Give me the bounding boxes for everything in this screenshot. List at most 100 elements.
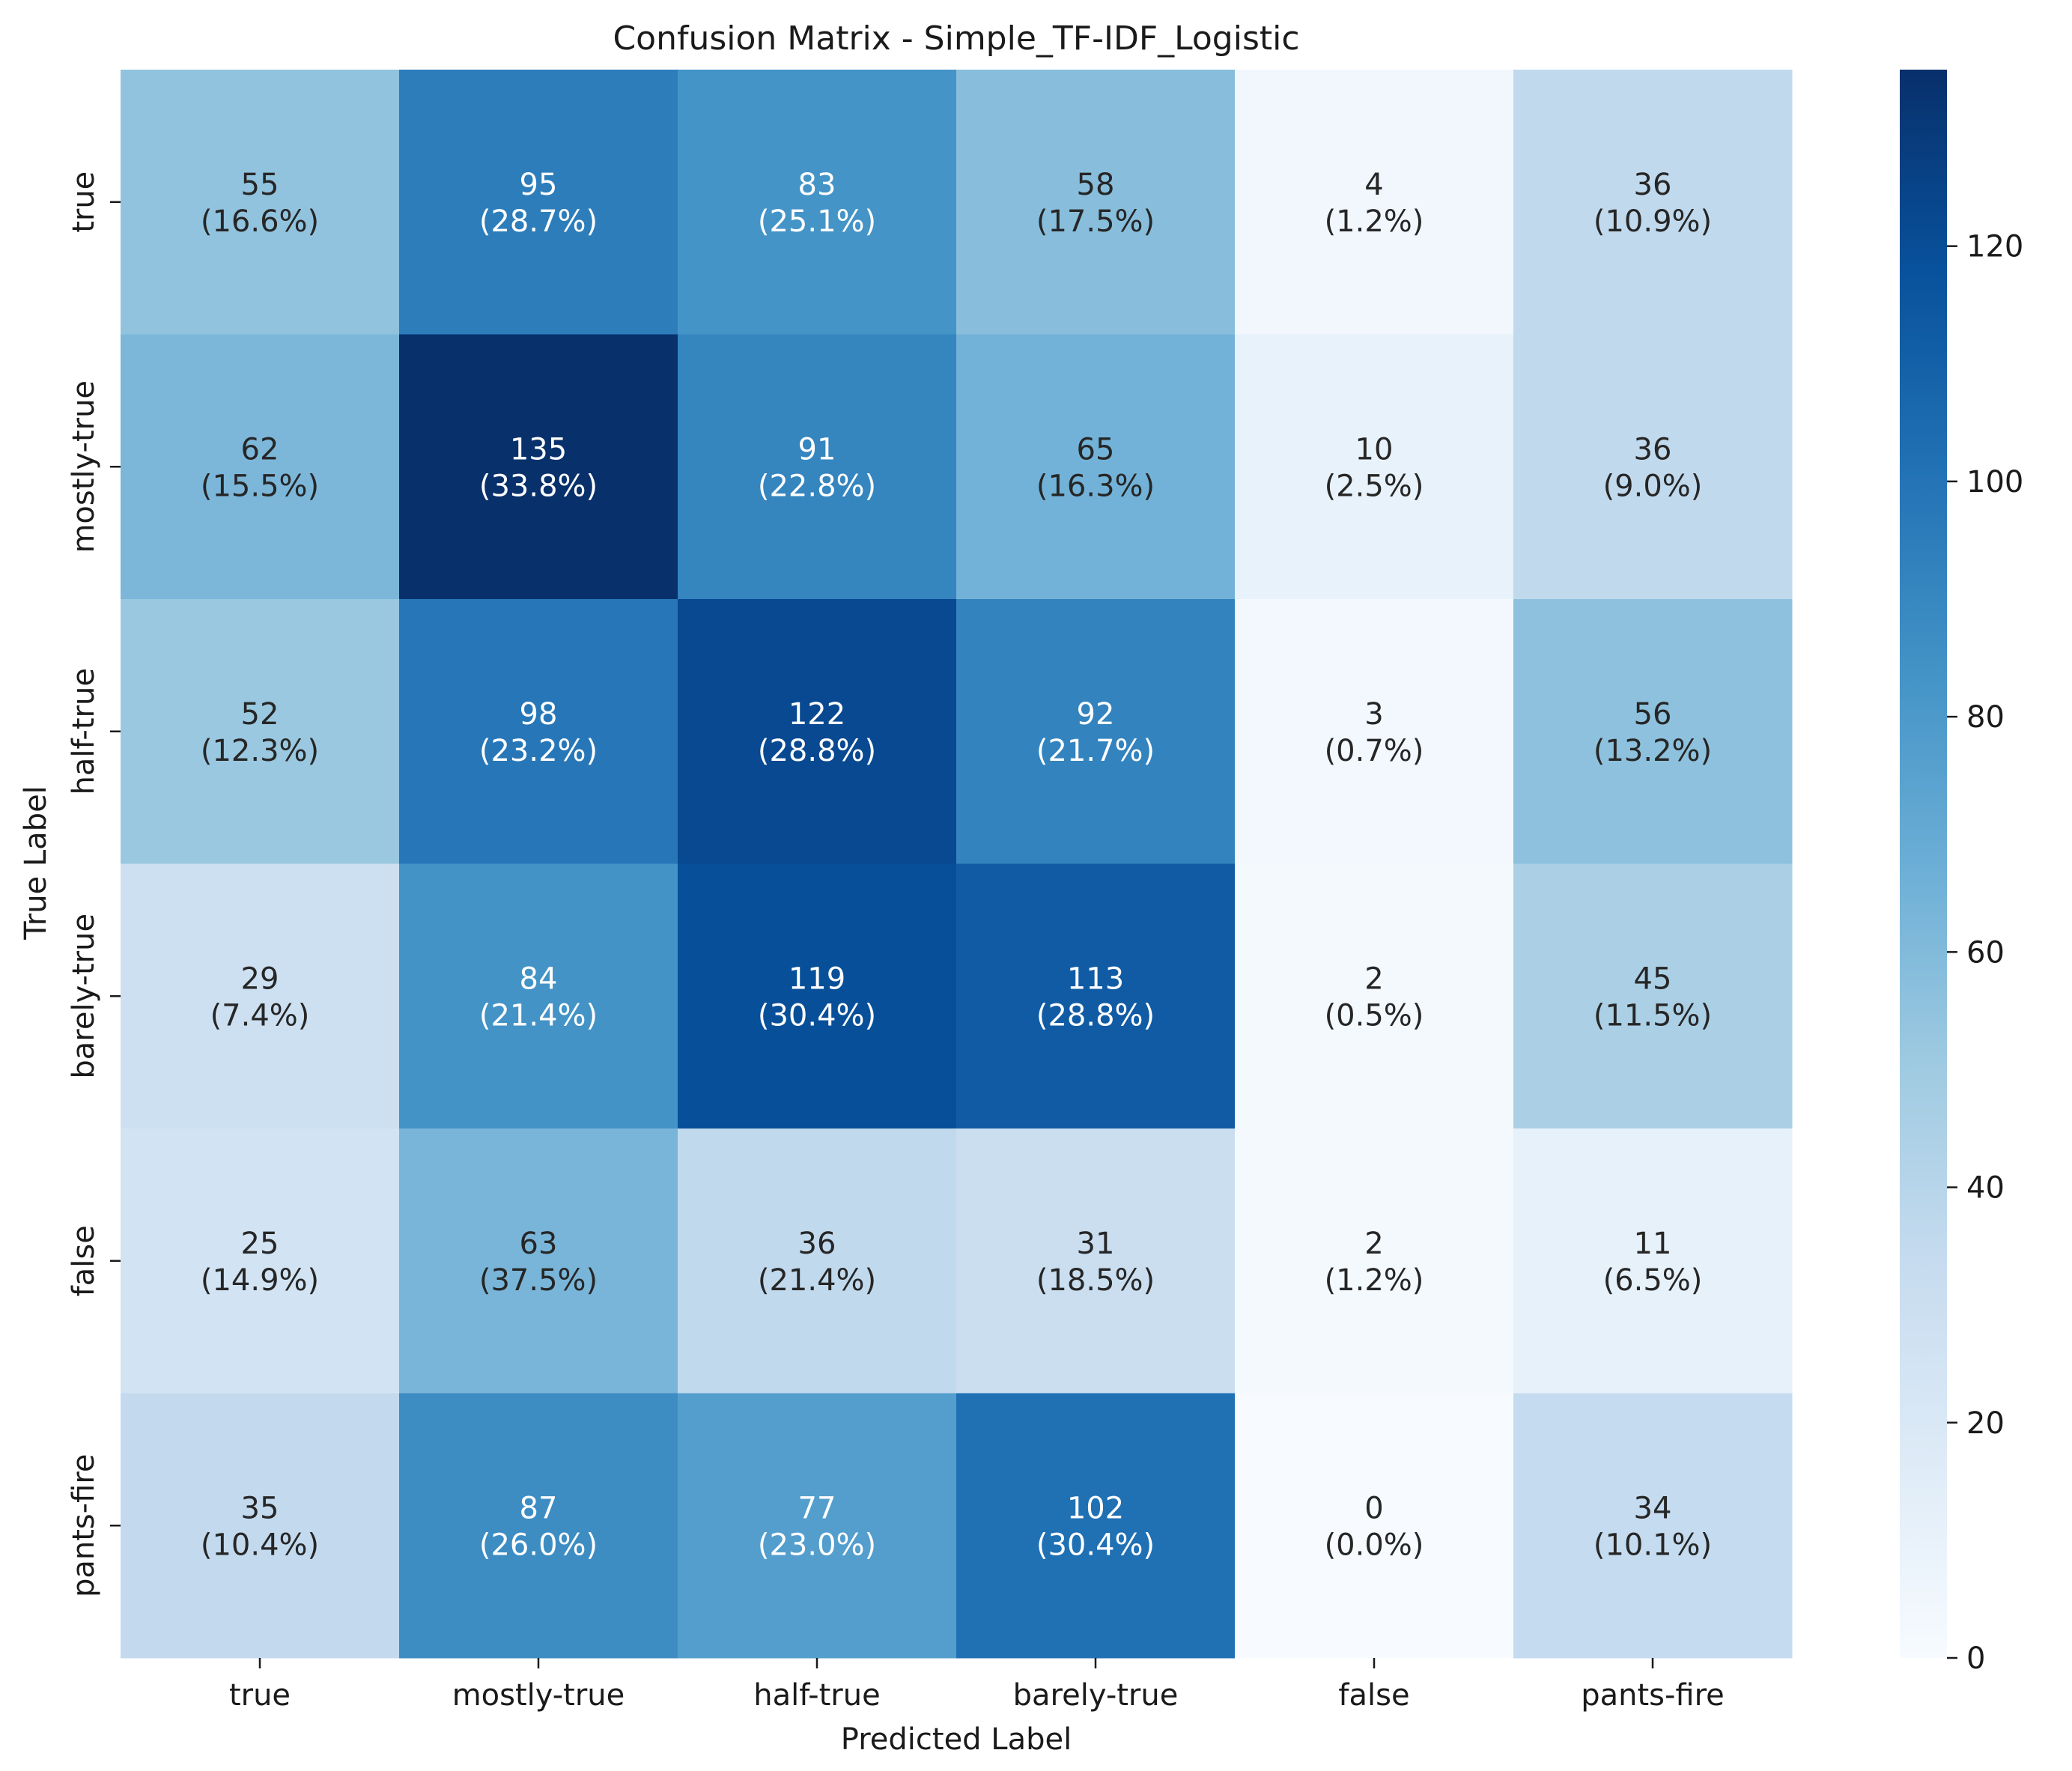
y-tick-label: barely-true (67, 914, 101, 1079)
cell-count: 0 (1364, 1491, 1383, 1525)
heatmap-cell: 84(21.4%) (399, 863, 678, 1129)
cell-count: 10 (1355, 432, 1394, 467)
cell-rect (956, 334, 1236, 600)
cell-count: 83 (798, 168, 836, 202)
cell-percent: (15.5%) (201, 469, 319, 503)
cell-rect (121, 334, 400, 600)
cell-percent: (18.5%) (1036, 1263, 1155, 1298)
cell-count: 36 (1634, 432, 1672, 467)
cell-count: 92 (1077, 697, 1115, 732)
heatmap-cell: 58(17.5%) (956, 70, 1236, 335)
cell-percent: (33.8%) (479, 469, 598, 503)
y-axis-label: True Label (19, 786, 53, 941)
colorbar-tick-label: 60 (1966, 935, 2005, 970)
cell-rect (678, 1128, 957, 1394)
heatmap-cell: 92(21.7%) (956, 599, 1236, 864)
heatmap-cell: 98(23.2%) (399, 599, 678, 864)
y-tick-label: false (67, 1225, 101, 1296)
heatmap-cell: 102(30.4%) (956, 1393, 1236, 1659)
heatmap-cell: 25(14.9%) (121, 1128, 400, 1394)
cell-count: 45 (1634, 962, 1672, 996)
cell-rect (1513, 70, 1793, 335)
heatmap-cell: 63(37.5%) (399, 1128, 678, 1394)
heatmap-cell: 10(2.5%) (1235, 334, 1514, 600)
cell-count: 65 (1077, 432, 1115, 467)
heatmap-cell: 77(23.0%) (678, 1393, 957, 1659)
heatmap-cell: 135(33.8%) (399, 334, 678, 600)
chart-title: Confusion Matrix - Simple_TF-IDF_Logisti… (613, 19, 1299, 58)
cell-count: 95 (520, 168, 558, 202)
cell-count: 91 (798, 432, 836, 467)
heatmap-cell: 83(25.1%) (678, 70, 957, 335)
cell-percent: (10.9%) (1594, 204, 1712, 239)
heatmap-cell: 36(10.9%) (1513, 70, 1793, 335)
cell-rect (399, 70, 678, 335)
x-tick-label: false (1338, 1678, 1409, 1713)
cell-percent: (1.2%) (1325, 204, 1424, 239)
colorbar-tick-label: 120 (1966, 230, 2023, 264)
cell-percent: (16.6%) (201, 204, 319, 239)
cell-rect (399, 334, 678, 600)
colorbar-tick-label: 40 (1966, 1171, 2005, 1206)
x-axis-ticks: true mostly-true half-true barely-true false… (229, 1658, 1725, 1713)
cell-rect (121, 599, 400, 864)
cell-count: 29 (241, 962, 279, 996)
cell-rect (399, 599, 678, 864)
cell-rect (1235, 334, 1514, 600)
cell-percent: (28.8%) (758, 734, 876, 768)
cell-percent: (0.7%) (1325, 734, 1424, 768)
cell-rect (956, 863, 1236, 1129)
cell-rect (1513, 1128, 1793, 1394)
cell-percent: (10.4%) (201, 1528, 319, 1562)
heatmap-cell: 31(18.5%) (956, 1128, 1236, 1394)
cell-count: 56 (1634, 697, 1672, 732)
cell-count: 2 (1364, 962, 1383, 996)
cell-count: 113 (1067, 962, 1124, 996)
y-tick-label: true (67, 171, 101, 233)
cell-percent: (0.0%) (1325, 1528, 1424, 1562)
heatmap-cell: 62(15.5%) (121, 334, 400, 600)
cell-count: 52 (241, 697, 279, 732)
heatmap-cell: 45(11.5%) (1513, 863, 1793, 1129)
cell-rect (678, 1393, 957, 1659)
cell-rect (399, 863, 678, 1129)
cell-count: 63 (520, 1227, 558, 1261)
cell-count: 84 (520, 962, 558, 996)
cell-rect (1513, 334, 1793, 600)
cell-rect (678, 599, 957, 864)
cell-count: 31 (1077, 1227, 1115, 1261)
cell-count: 135 (510, 432, 567, 467)
x-tick-label: true (229, 1678, 291, 1713)
cell-rect (956, 1393, 1236, 1659)
cell-percent: (30.4%) (758, 998, 876, 1033)
colorbar (1900, 70, 1947, 1658)
cell-count: 58 (1077, 168, 1115, 202)
heatmap-cell: 52(12.3%) (121, 599, 400, 864)
heatmap-cell: 34(10.1%) (1513, 1393, 1793, 1659)
cell-percent: (14.9%) (201, 1263, 319, 1298)
cell-count: 119 (789, 962, 845, 996)
cell-count: 122 (789, 697, 845, 732)
heatmap-cell: 11(6.5%) (1513, 1128, 1793, 1394)
y-tick-label: mostly-true (67, 380, 101, 553)
cell-percent: (2.5%) (1325, 469, 1424, 503)
heatmap-cell: 56(13.2%) (1513, 599, 1793, 864)
cell-count: 34 (1634, 1491, 1672, 1525)
cell-percent: (10.1%) (1594, 1528, 1712, 1562)
cell-rect (1235, 599, 1514, 864)
cell-percent: (21.7%) (1036, 734, 1155, 768)
heatmap-cell: 36(9.0%) (1513, 334, 1793, 600)
cell-rect (956, 599, 1236, 864)
heatmap-cell: 119(30.4%) (678, 863, 957, 1129)
cell-rect (1513, 599, 1793, 864)
heatmap-cell: 4(1.2%) (1235, 70, 1514, 335)
cell-percent: (30.4%) (1036, 1528, 1155, 1562)
cell-rect (399, 1128, 678, 1394)
cell-count: 102 (1067, 1491, 1124, 1525)
heatmap-cell: 91(22.8%) (678, 334, 957, 600)
cell-rect (678, 334, 957, 600)
cell-percent: (23.0%) (758, 1528, 876, 1562)
heatmap-cell: 113(28.8%) (956, 863, 1236, 1129)
cell-rect (121, 863, 400, 1129)
